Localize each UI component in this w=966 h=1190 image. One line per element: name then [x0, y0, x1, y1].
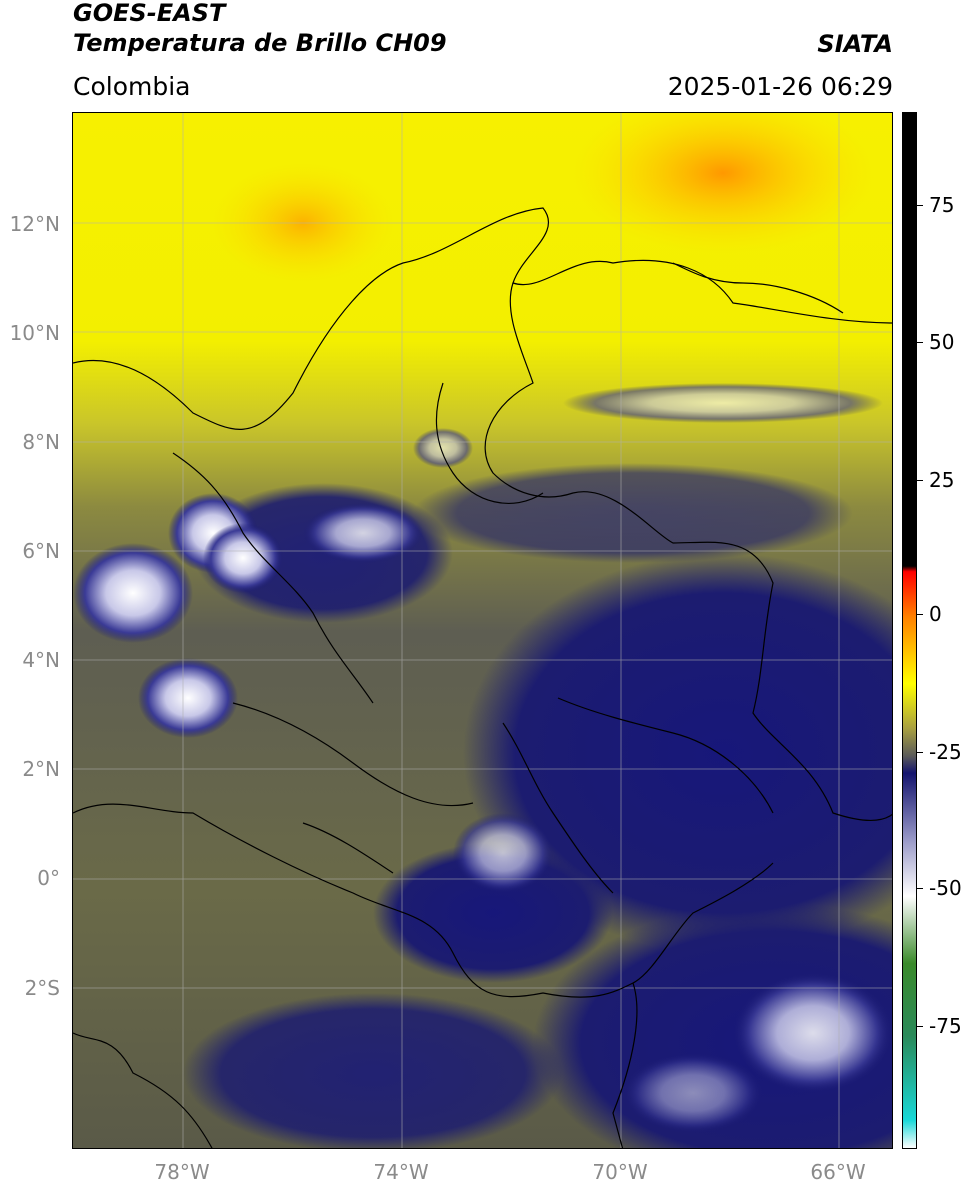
lat-label: 2°N [22, 757, 60, 781]
satellite-title: GOES-EAST [73, 0, 226, 27]
colorbar-label: 0 [929, 602, 942, 626]
colorbar-tick [917, 480, 923, 481]
cloud-top [623, 1053, 763, 1133]
colorbar-tick [917, 888, 923, 889]
cloud-top [303, 503, 423, 563]
cloud-top [203, 523, 283, 593]
lat-label: 0° [37, 866, 60, 890]
cold-zone [463, 553, 892, 953]
cloud-top [453, 813, 553, 893]
lat-label: 2°S [24, 976, 60, 1000]
colorbar-label: -25 [929, 740, 962, 764]
datetime-label: 2025-01-26 06:29 [667, 72, 893, 101]
graticule [73, 113, 892, 1148]
colorbar-label: -75 [929, 1014, 962, 1038]
brand-label: SIATA [817, 30, 893, 58]
colorbar-tick [917, 342, 923, 343]
cold-zone [373, 843, 613, 983]
cloud-top [138, 658, 238, 738]
borders [73, 207, 892, 1148]
satellite-map [72, 112, 893, 1149]
colorbar-label: 75 [929, 193, 955, 217]
colorbar-label: 50 [929, 330, 955, 354]
region-label: Colombia [73, 72, 191, 101]
cloud-top [563, 383, 883, 423]
product-title: Temperatura de Brillo CH09 [73, 29, 447, 57]
lat-label: 6°N [22, 539, 60, 563]
cloud-top [73, 543, 193, 643]
colorbar-tick [917, 205, 923, 206]
lon-label: 74°W [373, 1160, 429, 1184]
lon-label: 66°W [810, 1160, 866, 1184]
colorbar-tick [917, 1026, 923, 1027]
lat-label: 8°N [22, 430, 60, 454]
lon-label: 70°W [592, 1160, 648, 1184]
cold-zone [183, 993, 563, 1148]
colorbar-label: 25 [929, 468, 955, 492]
lat-label: 10°N [9, 321, 60, 345]
lon-label: 78°W [154, 1160, 210, 1184]
colorbar [902, 112, 917, 1149]
lat-label: 4°N [22, 648, 60, 672]
warm-zone [573, 113, 873, 253]
colorbar-tick [917, 614, 923, 615]
cloud-top [413, 428, 473, 468]
lat-label: 12°N [9, 212, 60, 236]
cloud-top [733, 973, 892, 1093]
colorbar-tick [917, 752, 923, 753]
colorbar-label: -50 [929, 876, 962, 900]
